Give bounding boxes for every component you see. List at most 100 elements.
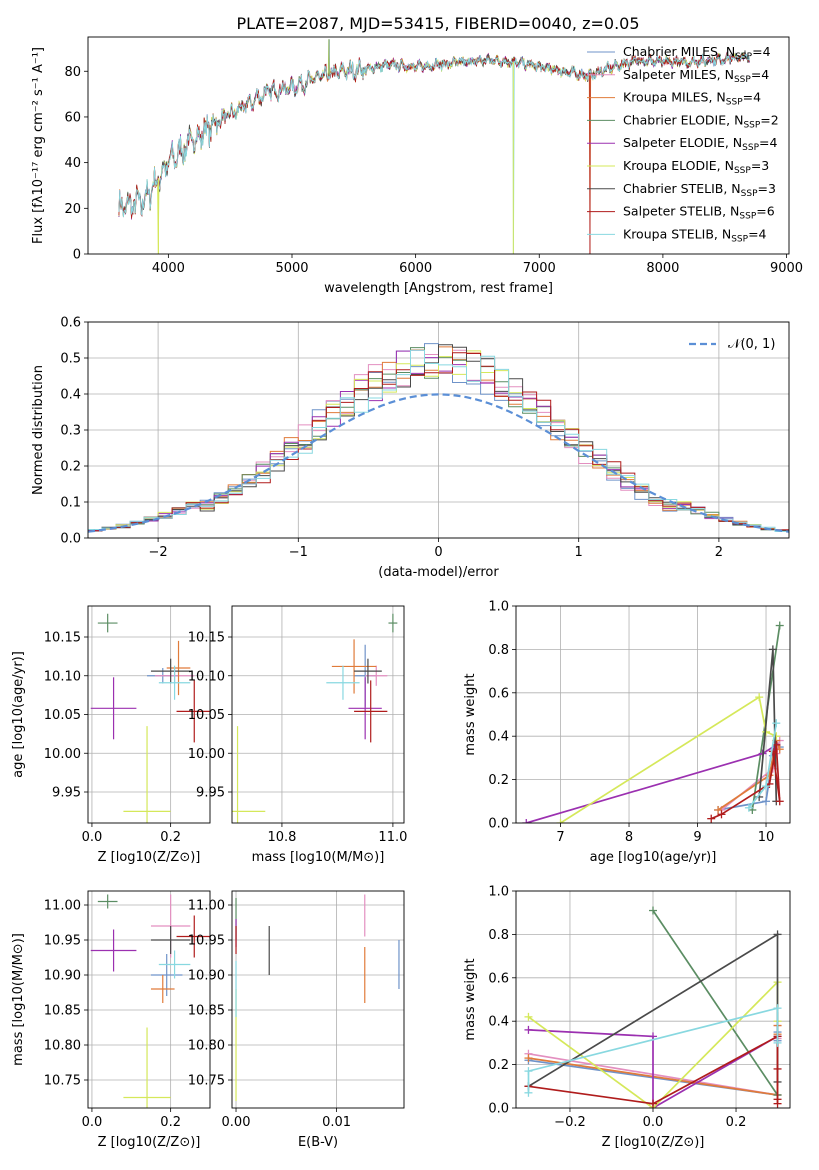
x-tick-label: 4000 bbox=[152, 261, 185, 276]
panel-age-vs-Z: 0.0 0.2 9.95 10.00 10.05 10.10 10.15 Z [log10(Z… bbox=[11, 605, 211, 865]
legend-entry: Kroupa ELODIE, NSSP=3 bbox=[623, 158, 769, 176]
x-axis-label: Z [log10(Z/Z⊙)] bbox=[602, 1135, 705, 1150]
legend-label: Kroupa MILES, N bbox=[623, 90, 726, 105]
y-tick-label: 11.00 bbox=[44, 899, 81, 914]
legend-count: =4 bbox=[743, 90, 761, 105]
y-tick-label: 0.8 bbox=[488, 928, 509, 943]
x-tick-label: 0.2 bbox=[726, 1115, 747, 1130]
legend-label: Salpeter MILES, N bbox=[623, 67, 734, 82]
y-tick-label: 60 bbox=[64, 110, 81, 125]
x-tick-label: 11.0 bbox=[378, 830, 407, 845]
y-tick-label: 0.0 bbox=[60, 532, 81, 547]
y-tick-label: 0.3 bbox=[60, 424, 81, 439]
y-tick-label: 20 bbox=[64, 202, 81, 217]
figure-title: PLATE=2087, MJD=53415, FIBERID=0040, z=0… bbox=[236, 14, 639, 33]
legend-label: Salpeter STELIB, N bbox=[623, 204, 739, 219]
plot-area bbox=[90, 894, 210, 1108]
legend-subscript: SSP bbox=[726, 98, 743, 108]
panel-weight-vs-Z: −0.2 0.0 0.2 0.0 0.2 0.4 0.6 0.8 1.0 Z [log10(Z/Z… bbox=[463, 885, 791, 1150]
axes-frame bbox=[87, 890, 211, 1109]
reference-legend-label: 𝒩(0, 1) bbox=[728, 337, 775, 352]
y-axis-label: age [log10(age/yr)] bbox=[11, 651, 26, 778]
x-axis-label: wavelength [Angstrom, rest frame] bbox=[324, 281, 553, 296]
y-axis-label: Flux [fλ10⁻¹⁷ erg cm⁻² s⁻¹ A⁻¹] bbox=[31, 47, 46, 244]
legend-count: =3 bbox=[751, 158, 769, 173]
x-tick-label: −0.2 bbox=[554, 1115, 586, 1130]
plot-area bbox=[118, 39, 750, 254]
legend-subscript: SSP bbox=[735, 52, 752, 62]
y-axis-label: mass weight bbox=[463, 673, 478, 755]
axes-frame bbox=[515, 605, 791, 824]
x-tick-label: 0.01 bbox=[322, 1115, 351, 1130]
x-tick-label: 0.00 bbox=[222, 1115, 251, 1130]
x-tick-label: 2 bbox=[715, 545, 723, 560]
y-tick-label: 0.6 bbox=[488, 971, 509, 986]
weight-series-line bbox=[528, 1029, 778, 1108]
x-tick-label: 7000 bbox=[523, 261, 556, 276]
plot-area bbox=[232, 613, 398, 823]
legend-entry: Chabrier MILES, NSSP=4 bbox=[623, 44, 771, 62]
legend-entry: Kroupa STELIB, NSSP=4 bbox=[623, 226, 767, 244]
y-tick-label: 10.75 bbox=[188, 1074, 225, 1089]
plot-area bbox=[235, 894, 400, 1101]
panel-residuals: −2 −1 0 1 2 0.0 0.1 0.2 0.3 0.4 0.5 0.6 (data-model)… bbox=[31, 316, 790, 580]
x-axis-label: Z [log10(Z/Z⊙)] bbox=[98, 850, 201, 865]
legend-subscript: SSP bbox=[734, 75, 751, 85]
axes-frame bbox=[231, 890, 405, 1109]
weight-series-line bbox=[560, 695, 777, 823]
axes-frame bbox=[87, 36, 790, 255]
y-tick-label: 10.80 bbox=[188, 1039, 225, 1054]
plot-area bbox=[90, 613, 210, 823]
y-tick-label: 10.90 bbox=[44, 969, 81, 984]
y-tick-label: 1.0 bbox=[488, 885, 509, 900]
legend-count: =4 bbox=[751, 67, 769, 82]
legend-label: Salpeter ELODIE, N bbox=[623, 135, 742, 150]
legend-subscript: SSP bbox=[734, 166, 751, 176]
panel-mass-vs-Z: 0.0 0.2 10.75 10.80 10.85 10.90 10.95 11.00 Z [l… bbox=[11, 890, 211, 1150]
x-axis-label: age [log10(age/yr)] bbox=[590, 850, 717, 865]
y-tick-label: 10.10 bbox=[44, 669, 81, 684]
legend-entry: Salpeter MILES, NSSP=4 bbox=[623, 67, 769, 85]
x-tick-label: −1 bbox=[289, 545, 308, 560]
legend-entry: Chabrier ELODIE, NSSP=2 bbox=[623, 112, 779, 130]
legend-entry: Salpeter STELIB, NSSP=6 bbox=[623, 204, 775, 222]
y-tick-label: 10.90 bbox=[188, 969, 225, 984]
y-tick-label: 80 bbox=[64, 65, 81, 80]
legend-label: Kroupa STELIB, N bbox=[623, 226, 731, 241]
y-tick-label: 10.85 bbox=[44, 1004, 81, 1019]
x-tick-label: 0.2 bbox=[160, 1115, 181, 1130]
y-axis-label: mass weight bbox=[463, 958, 478, 1040]
axes-frame bbox=[87, 605, 211, 824]
axes-frame bbox=[87, 321, 790, 539]
y-tick-label: 1.0 bbox=[488, 600, 509, 615]
legend-count: =3 bbox=[758, 181, 776, 196]
legend-count: =6 bbox=[756, 204, 774, 219]
y-tick-label: 0.6 bbox=[60, 316, 81, 331]
x-axis-label: E(B-V) bbox=[298, 1135, 338, 1150]
y-tick-label: 10.95 bbox=[44, 934, 81, 949]
x-tick-label: 9 bbox=[693, 830, 701, 845]
x-tick-label: 7 bbox=[556, 830, 564, 845]
y-tick-label: 0 bbox=[73, 248, 81, 263]
x-tick-label: 8000 bbox=[646, 261, 679, 276]
x-tick-label: 0 bbox=[434, 545, 442, 560]
y-tick-label: 0.4 bbox=[60, 388, 81, 403]
y-tick-label: 0.2 bbox=[60, 460, 81, 475]
legend-label: Chabrier ELODIE, N bbox=[623, 112, 743, 127]
legend-subscript: SSP bbox=[742, 143, 759, 153]
legend-label: Chabrier STELIB, N bbox=[623, 181, 741, 196]
x-tick-label: −2 bbox=[149, 545, 168, 560]
x-tick-label: 5000 bbox=[275, 261, 308, 276]
axes-frame bbox=[231, 605, 405, 824]
y-tick-label: 10.95 bbox=[188, 934, 225, 949]
x-axis-label: mass [log10(M/M⊙)] bbox=[252, 850, 385, 865]
x-tick-label: 0.0 bbox=[82, 830, 103, 845]
panel-weight-vs-age: 7 8 9 10 0.0 0.2 0.4 0.6 0.8 1.0 age [log10(age/yr… bbox=[463, 600, 791, 865]
x-tick-label: 0.0 bbox=[82, 1115, 103, 1130]
legend-label: Kroupa ELODIE, N bbox=[623, 158, 734, 173]
weight-series-line bbox=[652, 910, 779, 1096]
y-tick-label: 10.15 bbox=[188, 631, 225, 646]
plot-area bbox=[524, 906, 782, 1108]
y-tick-label: 10.05 bbox=[188, 708, 225, 723]
